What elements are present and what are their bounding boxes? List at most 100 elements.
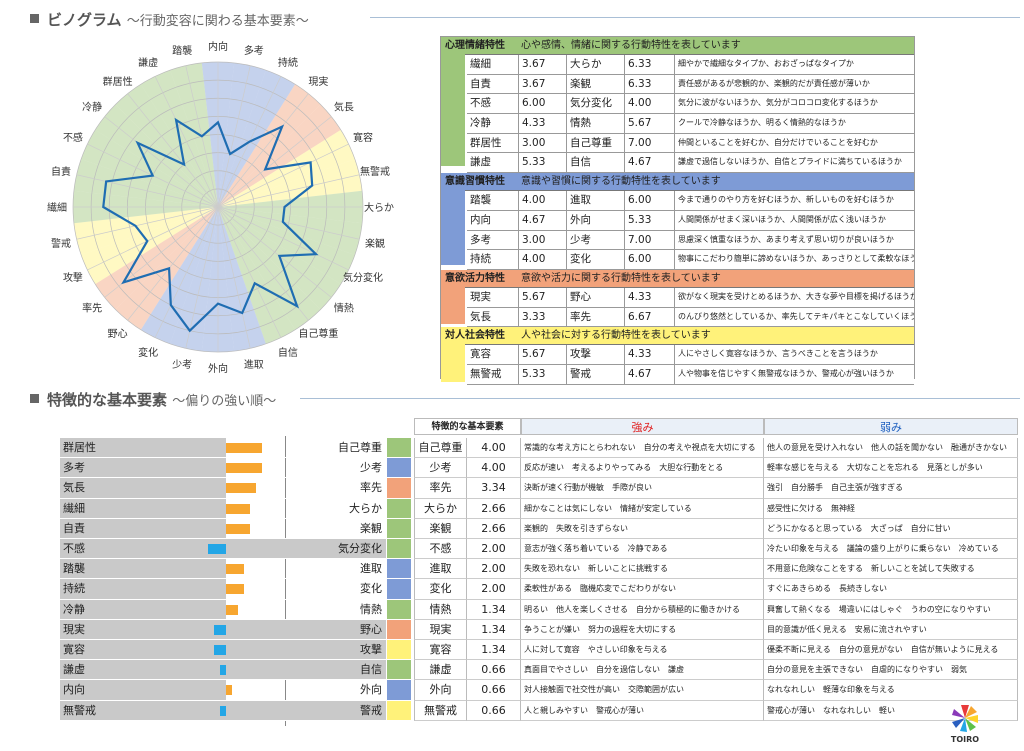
element-name: 無警戒 (414, 700, 467, 721)
radar-sector-19 (81, 207, 218, 285)
right-element: 変化 (567, 250, 625, 269)
right-element: 気分変化 (226, 539, 386, 560)
header-weakness: 弱み (764, 418, 1018, 435)
element-name: 変化 (414, 579, 467, 600)
group-header: 意欲活力特性 意欲や活力に関する行動特性を表しています (441, 269, 914, 288)
left-value: 3.67 (519, 55, 567, 74)
left-value: 3.00 (519, 230, 567, 250)
left-value: 4.00 (519, 250, 567, 269)
strength-text: 反応が速い 考えるよりやってみる 大胆な行動をとる (521, 458, 764, 479)
radar-spoke (217, 206, 332, 298)
radar-axis-label: 群居性 (103, 75, 133, 88)
group-color-marker (387, 660, 411, 681)
group-row: 冷静 4.33 情熱 5.67 クールで冷静なほうか、明るく情熱的なほうか (467, 114, 914, 134)
element-score: 1.34 (467, 619, 521, 640)
radar-spoke (217, 206, 251, 349)
deviation-bar (226, 523, 250, 534)
table-row: 現実 野心 現実 1.34 争うことが嫌い 努力の過程を大切にする 目的意識が低… (60, 619, 1018, 640)
divider-top (370, 17, 1020, 18)
radar-sector-12 (218, 207, 296, 344)
right-element: 攻撃 (567, 345, 625, 364)
radar-axis-label: 持続 (278, 56, 298, 69)
strength-text: 明るい 他人を楽しくさせる 自分から積極的に働きかける (521, 599, 764, 620)
left-element: 多考 (467, 230, 519, 250)
radar-spoke (104, 116, 219, 208)
radar-sector-18 (95, 207, 218, 310)
strength-text: 対人接触面で社交性が高い 交際範囲が広い (521, 680, 764, 701)
element-score: 3.34 (467, 478, 521, 499)
radar-axis-label: 冷静 (82, 101, 102, 114)
right-element: 攻撃 (226, 640, 386, 661)
group-1: 意識習慣特性 意識や習慣に関する行動特性を表しています 踏襲 4.00 進取 6.00 今ま… (441, 173, 914, 270)
element-score: 4.00 (467, 438, 521, 459)
description: 責任感があるが悲観的か、楽観的だが責任感が薄いか (678, 78, 870, 88)
left-element: 持続 (467, 250, 519, 269)
left-element: 気長 (60, 478, 226, 499)
radar-spoke (217, 65, 251, 208)
strength-text: 人に対して寛容 やさしい印象を与える (521, 640, 764, 661)
radar-axis-label: 変化 (138, 346, 158, 359)
element-score: 0.66 (467, 680, 521, 701)
left-element: 群居性 (467, 133, 519, 153)
group-header: 対人社会特性 人や社会に対する行動特性を表しています (441, 327, 914, 346)
right-element: 情熱 (226, 600, 386, 620)
radar-spoke (154, 76, 219, 208)
right-element: 率先 (226, 478, 386, 499)
deviation-bar (220, 665, 226, 676)
left-value: 3.00 (519, 133, 567, 153)
right-element: 楽観 (226, 519, 386, 539)
left-element: 不感 (60, 539, 226, 560)
group-row: 繊細 3.67 大らか 6.33 細やかで繊細なタイプか、おおざっぱなタイプか (467, 55, 914, 75)
left-value: 5.33 (519, 153, 567, 173)
element-score: 2.00 (467, 539, 521, 560)
right-element: 警戒 (226, 700, 386, 721)
table-row: 踏襲 進取 進取 2.00 失敗を恐れない 新しいことに挑戦する 不用意に危険な… (60, 559, 1018, 580)
element-name: 現実 (414, 619, 467, 640)
strength-text: 意志が強く落ち着いている 冷静である (521, 539, 764, 560)
radar-spoke (217, 174, 360, 208)
left-element: 現実 (467, 287, 519, 307)
left-value: 5.33 (519, 364, 567, 384)
right-element: 少考 (567, 230, 625, 250)
radar-sector-6 (218, 159, 363, 207)
radar-sector-4 (218, 104, 341, 207)
right-element: 大らか (226, 499, 386, 519)
radar-axis-label: 多考 (244, 44, 264, 57)
right-element: 率先 (567, 307, 625, 327)
radar-axis-label: 無警戒 (360, 165, 390, 178)
right-value: 4.00 (625, 94, 675, 114)
element-score: 4.00 (467, 458, 521, 479)
left-value: 5.67 (519, 345, 567, 364)
radar-sector-5 (218, 129, 355, 207)
element-score: 2.66 (467, 498, 521, 519)
bullet-square (30, 14, 39, 23)
element-name: 不感 (414, 539, 467, 560)
table-row: 気長 率先 率先 3.34 決断が速く行動が機敏 手際が良い 強引 自分勝手 自… (60, 478, 1018, 499)
characteristic-panel: 心理情緒特性 心や感情、情緒に関する行動特性を表しています 繊細 3.67 大らか 6.3… (440, 36, 915, 385)
radar-spoke (217, 116, 332, 208)
weakness-text: どうにかなると思っている 大ざっぱ 自分に甘い (764, 518, 1018, 539)
group-color-marker (387, 458, 411, 479)
weakness-text: 感受性に欠ける 無神経 (764, 498, 1018, 519)
table-row: 繊細 大らか 大らか 2.66 細かなことは気にしない 情緒が安定している 感受… (60, 498, 1018, 519)
weakness-text: 興奮して熱くなる 場違いにはしゃぐ うわの空になりやすい (764, 599, 1018, 620)
group-3: 対人社会特性 人や社会に対する行動特性を表しています 寛容 5.67 攻撃 4.33 人にや… (441, 327, 914, 385)
radar-spoke (217, 206, 360, 240)
deviation-bar (214, 624, 226, 635)
deviation-bar (226, 503, 250, 514)
weakness-text: 他人の意見を受け入れない 他人の話を聞かない 融通がきかない (764, 438, 1018, 459)
right-element: 進取 (226, 559, 386, 580)
group-row: 不感 6.00 気分変化 4.00 気分に波がないほうか、気分がコロコロ変化するほうか (467, 94, 914, 115)
left-element: 寛容 (60, 640, 226, 661)
right-element: 自信 (567, 153, 625, 173)
group-color-marker (387, 700, 411, 721)
deviation-bar (226, 483, 256, 494)
radar-sector-20 (73, 207, 218, 255)
group-name: 心理情緒特性 (445, 40, 505, 51)
left-element: 冷静 (467, 114, 519, 133)
table-row: 不感 気分変化 不感 2.00 意志が強く落ち着いている 冷静である 冷たい印象… (60, 539, 1018, 560)
right-value: 6.33 (625, 55, 675, 74)
group-row: 群居性 3.00 自己尊重 7.00 仲間といることを好むか、自分だけでいることを好むか (467, 133, 914, 154)
radar-axis-label: 進取 (244, 359, 264, 371)
left-value: 4.33 (519, 114, 567, 133)
